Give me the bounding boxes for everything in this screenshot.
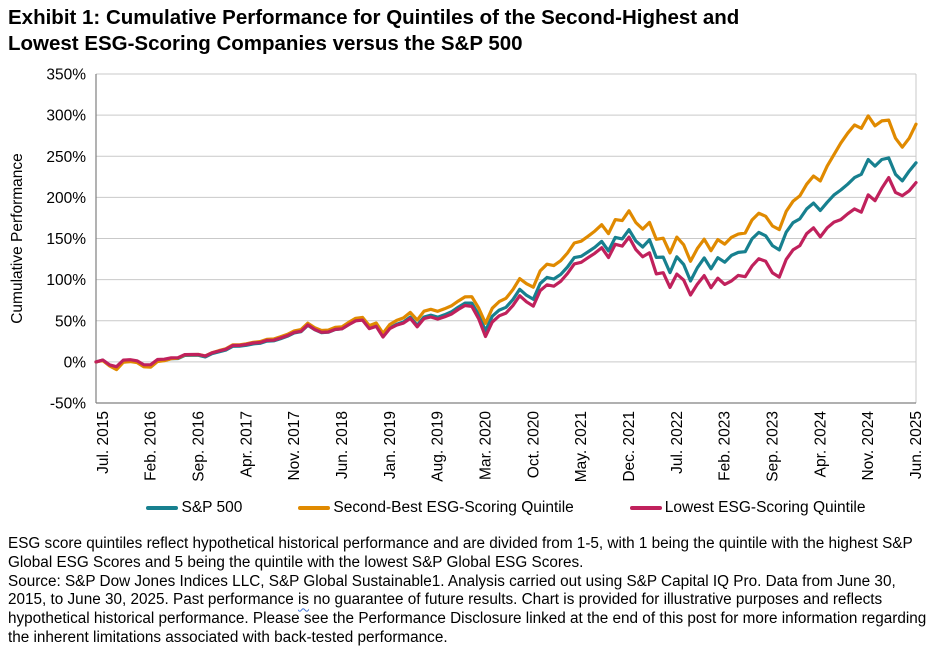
series-line-second-best-esg-scoring-quintile bbox=[94, 114, 918, 372]
legend-item-s-p-500: S&P 500 bbox=[146, 499, 242, 517]
y-tick-label: 100% bbox=[46, 272, 86, 289]
y-tick-label: 300% bbox=[46, 108, 86, 125]
x-tick-label: Nov. 2017 bbox=[286, 411, 303, 481]
legend-label-s-p-500: S&P 500 bbox=[181, 499, 243, 516]
x-tick-label: Sep. 2016 bbox=[191, 411, 208, 482]
x-tick-label: Nov. 2024 bbox=[860, 411, 877, 481]
series-line-s-p-500 bbox=[94, 156, 918, 369]
legend-label-second-best-esg-scoring-quintile: Second-Best ESG-Scoring Quintile bbox=[333, 499, 574, 516]
x-axis-tick-labels: Jul. 2015 Feb. 2016 Sep. 2016 Apr. 2017 Nov.… bbox=[95, 411, 925, 483]
x-tick-label: May. 2021 bbox=[573, 411, 590, 482]
legend-item-second-best-esg-scoring-quintile: Second-Best ESG-Scoring Quintile bbox=[298, 499, 574, 517]
x-tick-label: Aug. 2019 bbox=[430, 411, 447, 482]
grammar-underlined-word: is bbox=[297, 591, 310, 609]
footnote-para-quintiles: ESG score quintiles reflect hypothetical… bbox=[8, 535, 913, 571]
footnote-source-text-cont: no guarantee of future results. Chart is… bbox=[8, 591, 927, 646]
x-tick-label: Jun. 2018 bbox=[334, 411, 351, 479]
x-tick-label: Dec. 2021 bbox=[621, 411, 638, 482]
x-tick-label: Feb. 2016 bbox=[143, 411, 160, 481]
y-tick-label: -50% bbox=[50, 396, 86, 413]
footnote: ESG score quintiles reflect hypothetical… bbox=[8, 535, 928, 648]
x-tick-label: Apr. 2017 bbox=[238, 411, 255, 477]
chart-legend: S&P 500 Second-Best ESG-Scoring Quintile L… bbox=[96, 499, 916, 517]
chart-title: Exhibit 1: Cumulative Performance for Qu… bbox=[8, 5, 739, 57]
legend-item-lowest-esg-scoring-quintile: Lowest ESG-Scoring Quintile bbox=[629, 499, 866, 517]
performance-line-chart: 350% 300% 250% 200% 150% 100% 50% 0% -50% Cumulat… bbox=[9, 67, 925, 483]
x-tick-label: Sep. 2023 bbox=[765, 411, 782, 482]
footnote-para-source: Source: S&P Dow Jones Indices LLC, S&P G… bbox=[8, 573, 928, 648]
x-tick-label: Mar. 2020 bbox=[478, 411, 495, 480]
x-tick-label: Apr. 2024 bbox=[812, 411, 829, 478]
y-tick-label: 250% bbox=[46, 149, 86, 166]
chart-title-line-2: Lowest ESG-Scoring Companies versus the … bbox=[8, 32, 523, 55]
legend-label-lowest-esg-scoring-quintile: Lowest ESG-Scoring Quintile bbox=[664, 499, 866, 516]
series-line-lowest-esg-scoring-quintile bbox=[94, 175, 918, 369]
y-axis-title: Cumulative Performance bbox=[9, 153, 26, 324]
footnote-source-text: Source: S&P Dow Jones Indices LLC, S&P G… bbox=[8, 572, 896, 609]
x-tick-label: Oct. 2020 bbox=[525, 411, 542, 479]
legend-swatch-s-p-500 bbox=[146, 506, 179, 510]
chart-title-line-1: Exhibit 1: Cumulative Performance for Qu… bbox=[8, 6, 740, 29]
y-tick-label: 0% bbox=[64, 354, 87, 371]
x-tick-label: Jun. 2025 bbox=[908, 411, 925, 479]
x-tick-label: Jan. 2019 bbox=[382, 411, 399, 479]
grid-lines bbox=[96, 73, 916, 404]
legend-swatch-second-best-esg-scoring-quintile bbox=[298, 506, 331, 510]
y-tick-label: 150% bbox=[46, 231, 86, 248]
y-tick-label: 50% bbox=[55, 313, 86, 330]
legend-swatch-lowest-esg-scoring-quintile bbox=[629, 506, 662, 510]
y-axis-tick-labels: 350% 300% 250% 200% 150% 100% 50% 0% -50% bbox=[46, 67, 86, 413]
y-tick-label: 200% bbox=[46, 190, 86, 207]
x-tick-label: Jul. 2015 bbox=[95, 411, 112, 474]
x-tick-label: Feb. 2023 bbox=[717, 411, 734, 481]
x-tick-label: Jul. 2022 bbox=[669, 411, 686, 474]
y-tick-label: 350% bbox=[46, 67, 86, 84]
